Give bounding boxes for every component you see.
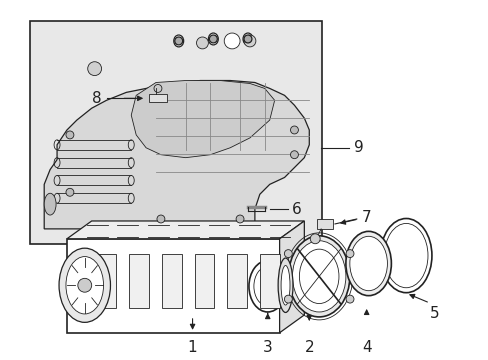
Circle shape (236, 215, 244, 223)
Circle shape (87, 62, 102, 76)
Ellipse shape (281, 265, 289, 305)
Polygon shape (279, 221, 304, 333)
Ellipse shape (173, 35, 183, 47)
Text: 1: 1 (187, 340, 197, 355)
Ellipse shape (349, 236, 386, 291)
Polygon shape (131, 81, 274, 158)
Text: 4: 4 (361, 340, 371, 355)
Circle shape (66, 188, 74, 196)
Bar (317, 219, 332, 229)
Circle shape (290, 126, 298, 134)
Circle shape (244, 35, 251, 43)
Text: 9: 9 (353, 140, 363, 155)
Text: 5: 5 (429, 306, 439, 321)
Circle shape (224, 33, 240, 49)
Circle shape (66, 131, 74, 139)
Circle shape (209, 35, 217, 43)
Bar (30, 21, 322, 244)
Text: 6: 6 (291, 202, 301, 217)
Circle shape (174, 37, 183, 45)
Bar (162, 253, 182, 308)
Text: 8: 8 (92, 91, 102, 106)
Circle shape (78, 278, 91, 292)
Bar (149, 94, 166, 102)
Bar (97, 253, 116, 308)
Bar (259, 253, 279, 308)
Ellipse shape (66, 257, 103, 314)
Circle shape (346, 249, 353, 257)
Ellipse shape (288, 236, 349, 317)
Circle shape (310, 234, 320, 244)
Circle shape (284, 295, 292, 303)
Polygon shape (44, 81, 308, 229)
Circle shape (157, 215, 164, 223)
Polygon shape (67, 221, 304, 239)
Text: 2: 2 (304, 340, 313, 355)
Bar (194, 253, 214, 308)
Bar (129, 253, 149, 308)
Text: 7: 7 (361, 210, 370, 225)
Circle shape (284, 249, 292, 257)
Ellipse shape (44, 193, 56, 215)
Circle shape (244, 35, 255, 47)
Text: 3: 3 (263, 340, 272, 355)
Circle shape (290, 151, 298, 159)
Bar (67, 239, 279, 333)
Circle shape (196, 37, 208, 49)
Ellipse shape (292, 241, 345, 312)
Ellipse shape (243, 33, 252, 45)
Ellipse shape (59, 248, 110, 322)
Bar (227, 253, 246, 308)
Ellipse shape (208, 33, 218, 45)
Ellipse shape (345, 231, 390, 296)
Ellipse shape (278, 258, 292, 312)
Circle shape (346, 295, 353, 303)
